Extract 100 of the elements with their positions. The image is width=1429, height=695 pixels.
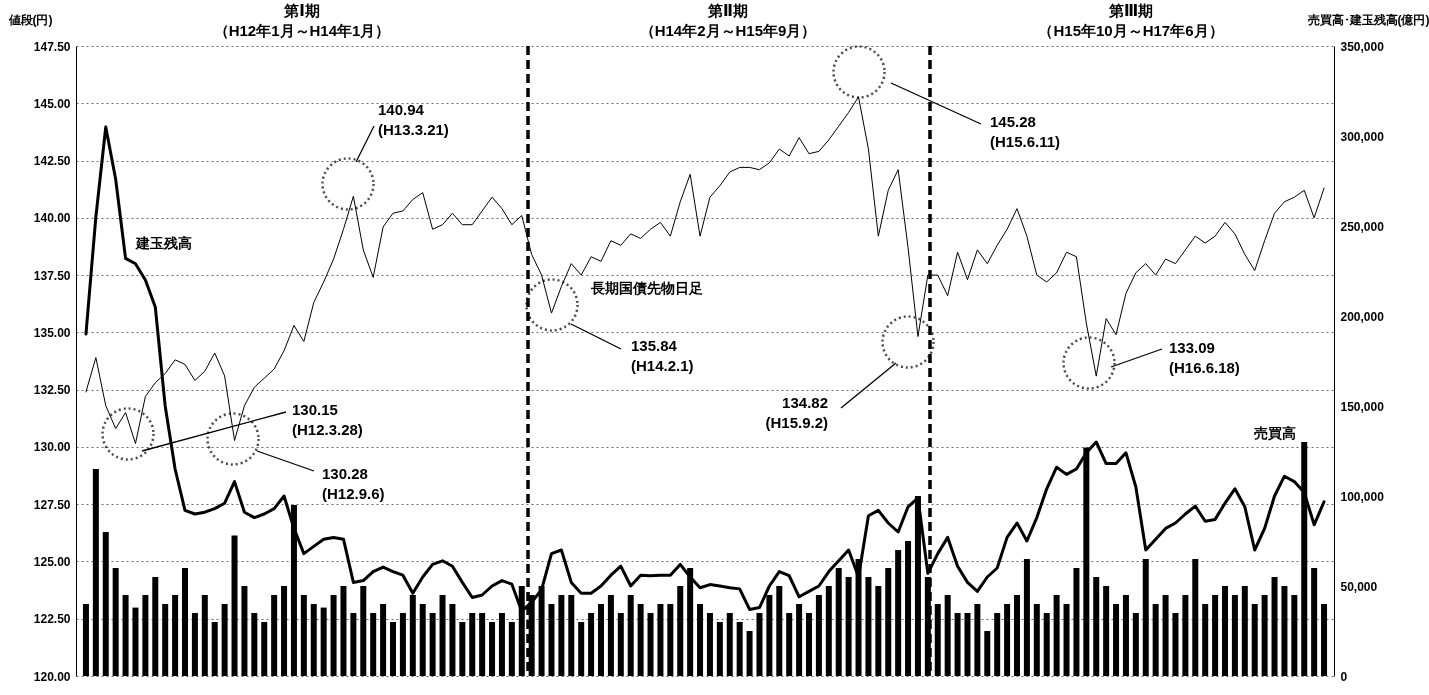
bar xyxy=(845,577,852,676)
bar xyxy=(548,604,555,676)
bar xyxy=(716,622,723,676)
bar xyxy=(439,595,446,676)
bar xyxy=(756,613,763,676)
y-tick-label: 120.00 xyxy=(33,669,71,684)
bar xyxy=(1103,586,1110,676)
y2-axis-title: 売買高･建玉残高(億円) xyxy=(1307,12,1429,27)
series-label: 売買高 xyxy=(1254,425,1297,441)
y2-tick-label: 250,000 xyxy=(1340,219,1385,234)
bar xyxy=(162,604,169,676)
bar xyxy=(370,613,377,676)
bar xyxy=(221,604,228,676)
y-tick-label: 147.50 xyxy=(33,39,71,54)
bar xyxy=(281,586,288,676)
bar xyxy=(122,595,129,676)
y2-tick-label: 150,000 xyxy=(1340,399,1385,414)
bar xyxy=(974,604,981,676)
bar xyxy=(627,595,634,676)
bar xyxy=(558,595,565,676)
bar xyxy=(479,613,486,676)
bar xyxy=(1023,559,1030,676)
y-tick-label: 130.00 xyxy=(33,440,71,455)
y2-tick-label: 350,000 xyxy=(1340,39,1385,54)
bar xyxy=(647,613,654,676)
bar xyxy=(835,568,842,676)
bar xyxy=(310,604,317,676)
y-tick-label: 125.00 xyxy=(33,554,71,569)
series-label: 建玉残高 xyxy=(134,235,192,252)
bar xyxy=(697,604,704,676)
bar xyxy=(825,586,832,676)
y-tick-label: 145.00 xyxy=(33,96,71,111)
bar xyxy=(1122,595,1129,676)
bar xyxy=(350,613,357,676)
text: 第Ⅰ期 xyxy=(283,2,320,19)
bar xyxy=(677,586,684,676)
annotation: 134.82 (H15.9.2) xyxy=(765,394,828,431)
bar xyxy=(1063,604,1070,676)
y2-tick-label: 200,000 xyxy=(1340,309,1385,324)
bar xyxy=(449,604,456,676)
bar xyxy=(142,595,149,676)
bar xyxy=(1043,613,1050,676)
bar xyxy=(1291,595,1298,676)
bar xyxy=(419,604,426,676)
bar xyxy=(964,613,971,676)
bar xyxy=(1073,568,1080,676)
bar xyxy=(786,613,793,676)
bar xyxy=(191,613,198,676)
bar xyxy=(92,469,99,676)
bar xyxy=(637,604,644,676)
bar xyxy=(1241,586,1248,676)
bar xyxy=(1132,613,1139,676)
bar xyxy=(399,613,406,676)
bar xyxy=(112,568,119,676)
text: （H14年2月～H15年9月） xyxy=(639,22,817,39)
bar xyxy=(736,622,743,676)
bar xyxy=(984,631,991,676)
bar xyxy=(1261,595,1268,676)
bar xyxy=(776,586,783,676)
y-tick-label: 127.50 xyxy=(33,497,71,512)
bar xyxy=(1271,577,1278,676)
bar xyxy=(806,613,812,676)
bar xyxy=(380,604,387,676)
y-tick-label: 142.50 xyxy=(33,154,71,169)
annotation: 130.28 (H12.9.6) xyxy=(322,465,385,502)
bar xyxy=(340,586,347,676)
bar xyxy=(271,595,278,676)
bar xyxy=(1172,613,1179,676)
bar xyxy=(746,631,753,676)
bar xyxy=(102,532,109,676)
bar xyxy=(300,595,307,676)
bar xyxy=(1014,595,1020,676)
y-axis-title: 値段(円) xyxy=(7,12,53,27)
bar xyxy=(568,595,575,676)
annotation: 140.94 (H13.3.21) xyxy=(378,101,449,138)
bar xyxy=(182,568,188,676)
bar xyxy=(498,613,505,676)
bar xyxy=(865,577,872,676)
bar xyxy=(895,550,902,676)
bar xyxy=(211,622,218,676)
bar xyxy=(132,607,139,676)
bar xyxy=(944,595,951,676)
series-label: 長期国債先物日足 xyxy=(590,280,704,297)
y-tick-label: 140.00 xyxy=(33,211,71,226)
bar xyxy=(231,535,238,676)
bar xyxy=(489,622,496,676)
y-tick-label: 122.50 xyxy=(33,612,71,627)
y2-tick-label: 100,000 xyxy=(1340,489,1385,504)
y2-tick-label: 0 xyxy=(1340,669,1348,684)
bar xyxy=(320,607,327,676)
bar xyxy=(1231,595,1238,676)
bar xyxy=(251,613,258,676)
bar xyxy=(201,595,208,676)
bar xyxy=(390,622,396,676)
bar xyxy=(330,595,337,676)
bar xyxy=(1182,595,1189,676)
bar xyxy=(657,604,664,676)
bar xyxy=(885,568,892,676)
bar xyxy=(578,622,585,676)
bar xyxy=(508,622,515,676)
